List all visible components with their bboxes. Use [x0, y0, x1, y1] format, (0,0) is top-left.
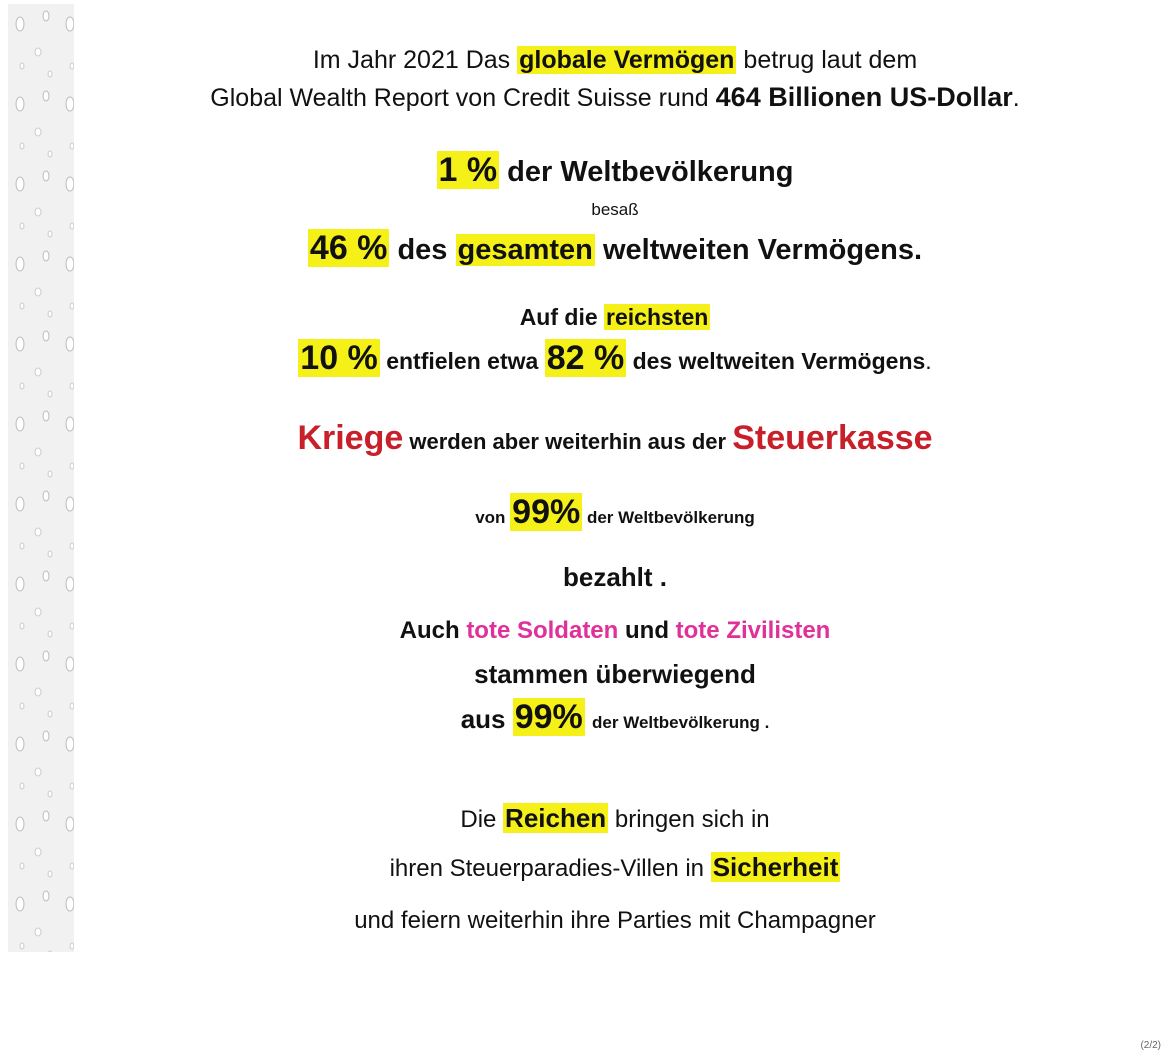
text: entfielen etwa	[386, 348, 539, 374]
text-line: besaß	[60, 188, 1169, 232]
text-line: Auf die reichsten	[60, 295, 1169, 339]
text-line: Kriege werden aber weiterhin aus der Ste…	[60, 416, 1169, 460]
text: weltweiten Vermögens.	[602, 234, 923, 266]
magenta-text: tote Zivilisten	[675, 617, 831, 644]
text: des weltweiten Vermögens	[632, 348, 926, 374]
text: .	[1012, 84, 1020, 112]
text: besaß	[591, 200, 639, 219]
highlight: 1 %	[436, 151, 500, 189]
text-line: aus 99% der Weltbevölkerung .	[60, 695, 1169, 739]
text: werden aber weiterhin aus der	[409, 429, 727, 454]
text: Auf die	[519, 304, 598, 330]
text: Auch	[399, 617, 460, 644]
text-line: Die Reichen bringen sich in	[60, 796, 1169, 840]
text: des	[397, 234, 448, 266]
highlight: Reichen	[503, 803, 609, 833]
magenta-text: tote Soldaten	[466, 617, 619, 644]
text: aus	[460, 704, 506, 734]
text-line: 10 % entfielen etwa 82 % des weltweiten …	[60, 336, 1169, 380]
text: von	[475, 508, 506, 527]
text-line: Im Jahr 2021 Das globale Vermögen betrug…	[60, 38, 1169, 82]
text-line: ihren Steuerparadies-Villen in Sicherhei…	[60, 845, 1169, 889]
highlight: 10 %	[298, 339, 380, 377]
text: und	[625, 617, 669, 644]
highlight: gesamten	[455, 234, 595, 266]
red-text: Kriege	[297, 419, 404, 457]
text: stammen überwiegend	[474, 659, 756, 689]
text: Im Jahr 2021 Das	[312, 46, 511, 74]
text: der Weltbevölkerung	[507, 156, 794, 188]
text: betrug laut dem	[743, 46, 918, 74]
text-line: Global Wealth Report von Credit Suisse r…	[60, 75, 1169, 119]
highlight: 82 %	[544, 339, 627, 377]
text: der Weltbevölkerung .	[592, 713, 770, 732]
text-line: von 99% der Weltbevölkerung	[60, 490, 1169, 534]
droplet-border	[8, 4, 74, 952]
red-text: Steuerkasse	[732, 419, 933, 457]
text: und feiern weiterhin ihre Parties mit Ch…	[354, 907, 876, 934]
highlight: 46 %	[307, 229, 390, 267]
highlight: globale Vermögen	[517, 46, 737, 74]
highlight: 99%	[510, 493, 583, 531]
text: bringen sich in	[614, 806, 770, 833]
text: Die	[460, 806, 497, 833]
text-line: bezahlt .	[60, 555, 1169, 599]
text: Global Wealth Report von Credit Suisse r…	[210, 84, 709, 112]
bold-text: 464 Billionen US-Dollar	[715, 82, 1013, 112]
text: bezahlt .	[562, 562, 667, 592]
highlight: Sicherheit	[710, 852, 841, 882]
text: .	[925, 348, 932, 374]
text-line: stammen überwiegend	[60, 652, 1169, 696]
text: ihren Steuerparadies-Villen in	[389, 855, 705, 882]
highlight: 99%	[512, 698, 585, 736]
text-line: und feiern weiterhin ihre Parties mit Ch…	[60, 899, 1169, 943]
page-number: (2/2)	[1140, 1040, 1161, 1051]
text-line: 1 % der Weltbevölkerung	[60, 148, 1169, 192]
text-line: Auch tote Soldaten und tote Zivilisten	[60, 609, 1169, 653]
text: der Weltbevölkerung	[586, 508, 755, 527]
text-line: 46 % des gesamten weltweiten Vermögens.	[60, 226, 1169, 270]
highlight: reichsten	[604, 304, 711, 330]
